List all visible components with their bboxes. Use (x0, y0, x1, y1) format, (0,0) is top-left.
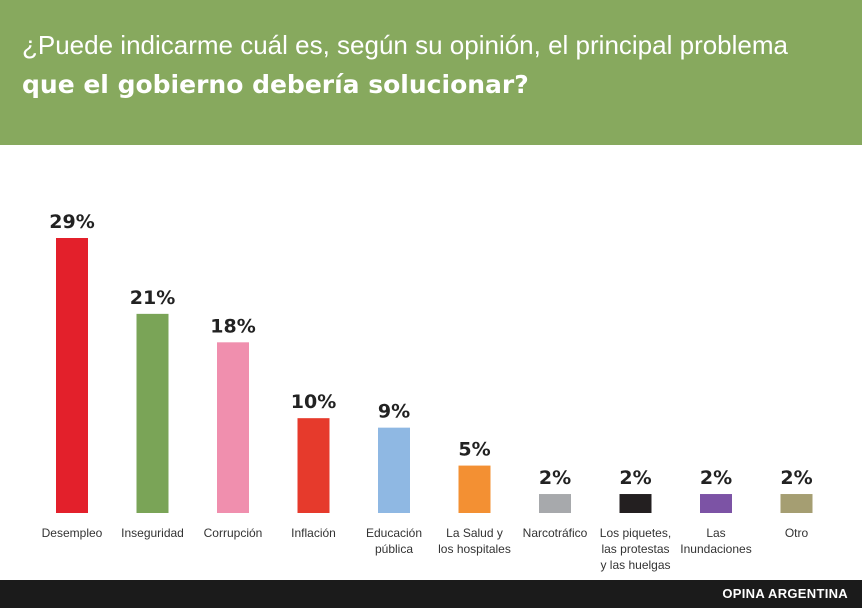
bar-7 (619, 494, 652, 513)
bar-0 (56, 238, 88, 513)
footer-bar: OPINA ARGENTINA (0, 580, 862, 608)
value-label-4: 9% (378, 401, 410, 423)
category-labels-group: Desempleo Inseguridad Corrupción Inflación E… (42, 526, 809, 572)
source-label: OPINA ARGENTINA (722, 586, 848, 601)
value-label-2: 18% (210, 315, 255, 337)
category-label-8: Las Inundaciones (680, 526, 751, 556)
value-label-1: 21% (130, 287, 175, 309)
category-label-6: Narcotráfico (523, 526, 588, 540)
category-label-7: Los piquetes, las protestas y las huelgas (600, 526, 671, 572)
bar-4 (378, 427, 410, 513)
value-labels-group: 29% 21% 18% 10% 9% 5% 2% 2% 2% 2% (49, 211, 812, 489)
value-label-0: 29% (49, 211, 94, 233)
chart-title-line-2: que el gobierno debería solucionar? (22, 70, 529, 99)
bar-9 (780, 494, 813, 513)
bars-group (56, 238, 813, 513)
bar-2 (217, 342, 249, 513)
value-label-7: 2% (619, 467, 651, 489)
bar-5 (458, 465, 491, 513)
category-label-9: Otro (785, 526, 809, 540)
bar-3 (297, 418, 330, 513)
header-banner: ¿Puede indicarme cuál es, según su opini… (0, 0, 862, 145)
category-label-1: Inseguridad (121, 526, 184, 540)
value-label-5: 5% (458, 439, 490, 461)
category-label-3: Inflación (291, 526, 336, 540)
value-label-3: 10% (291, 391, 336, 413)
value-label-9: 2% (780, 467, 812, 489)
value-label-8: 2% (700, 467, 732, 489)
bar-8 (700, 494, 732, 513)
bar-1 (136, 313, 169, 513)
category-label-2: Corrupción (204, 526, 263, 540)
bar-chart: 29% 21% 18% 10% 9% 5% 2% 2% 2% 2% Desempleo Insegu… (42, 211, 813, 572)
value-label-6: 2% (539, 467, 571, 489)
category-label-5: La Salud y los hospitales (438, 526, 511, 556)
bar-6 (539, 494, 571, 513)
chart-title-line-1: ¿Puede indicarme cuál es, según su opini… (22, 30, 788, 60)
category-label-4: Educación pública (366, 526, 422, 556)
category-label-0: Desempleo (42, 526, 103, 540)
